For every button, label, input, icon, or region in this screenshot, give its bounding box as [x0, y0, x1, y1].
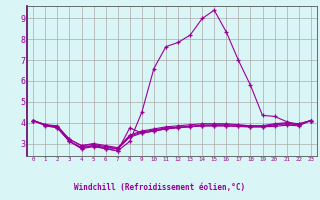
Text: Windchill (Refroidissement éolien,°C): Windchill (Refroidissement éolien,°C): [75, 183, 245, 192]
